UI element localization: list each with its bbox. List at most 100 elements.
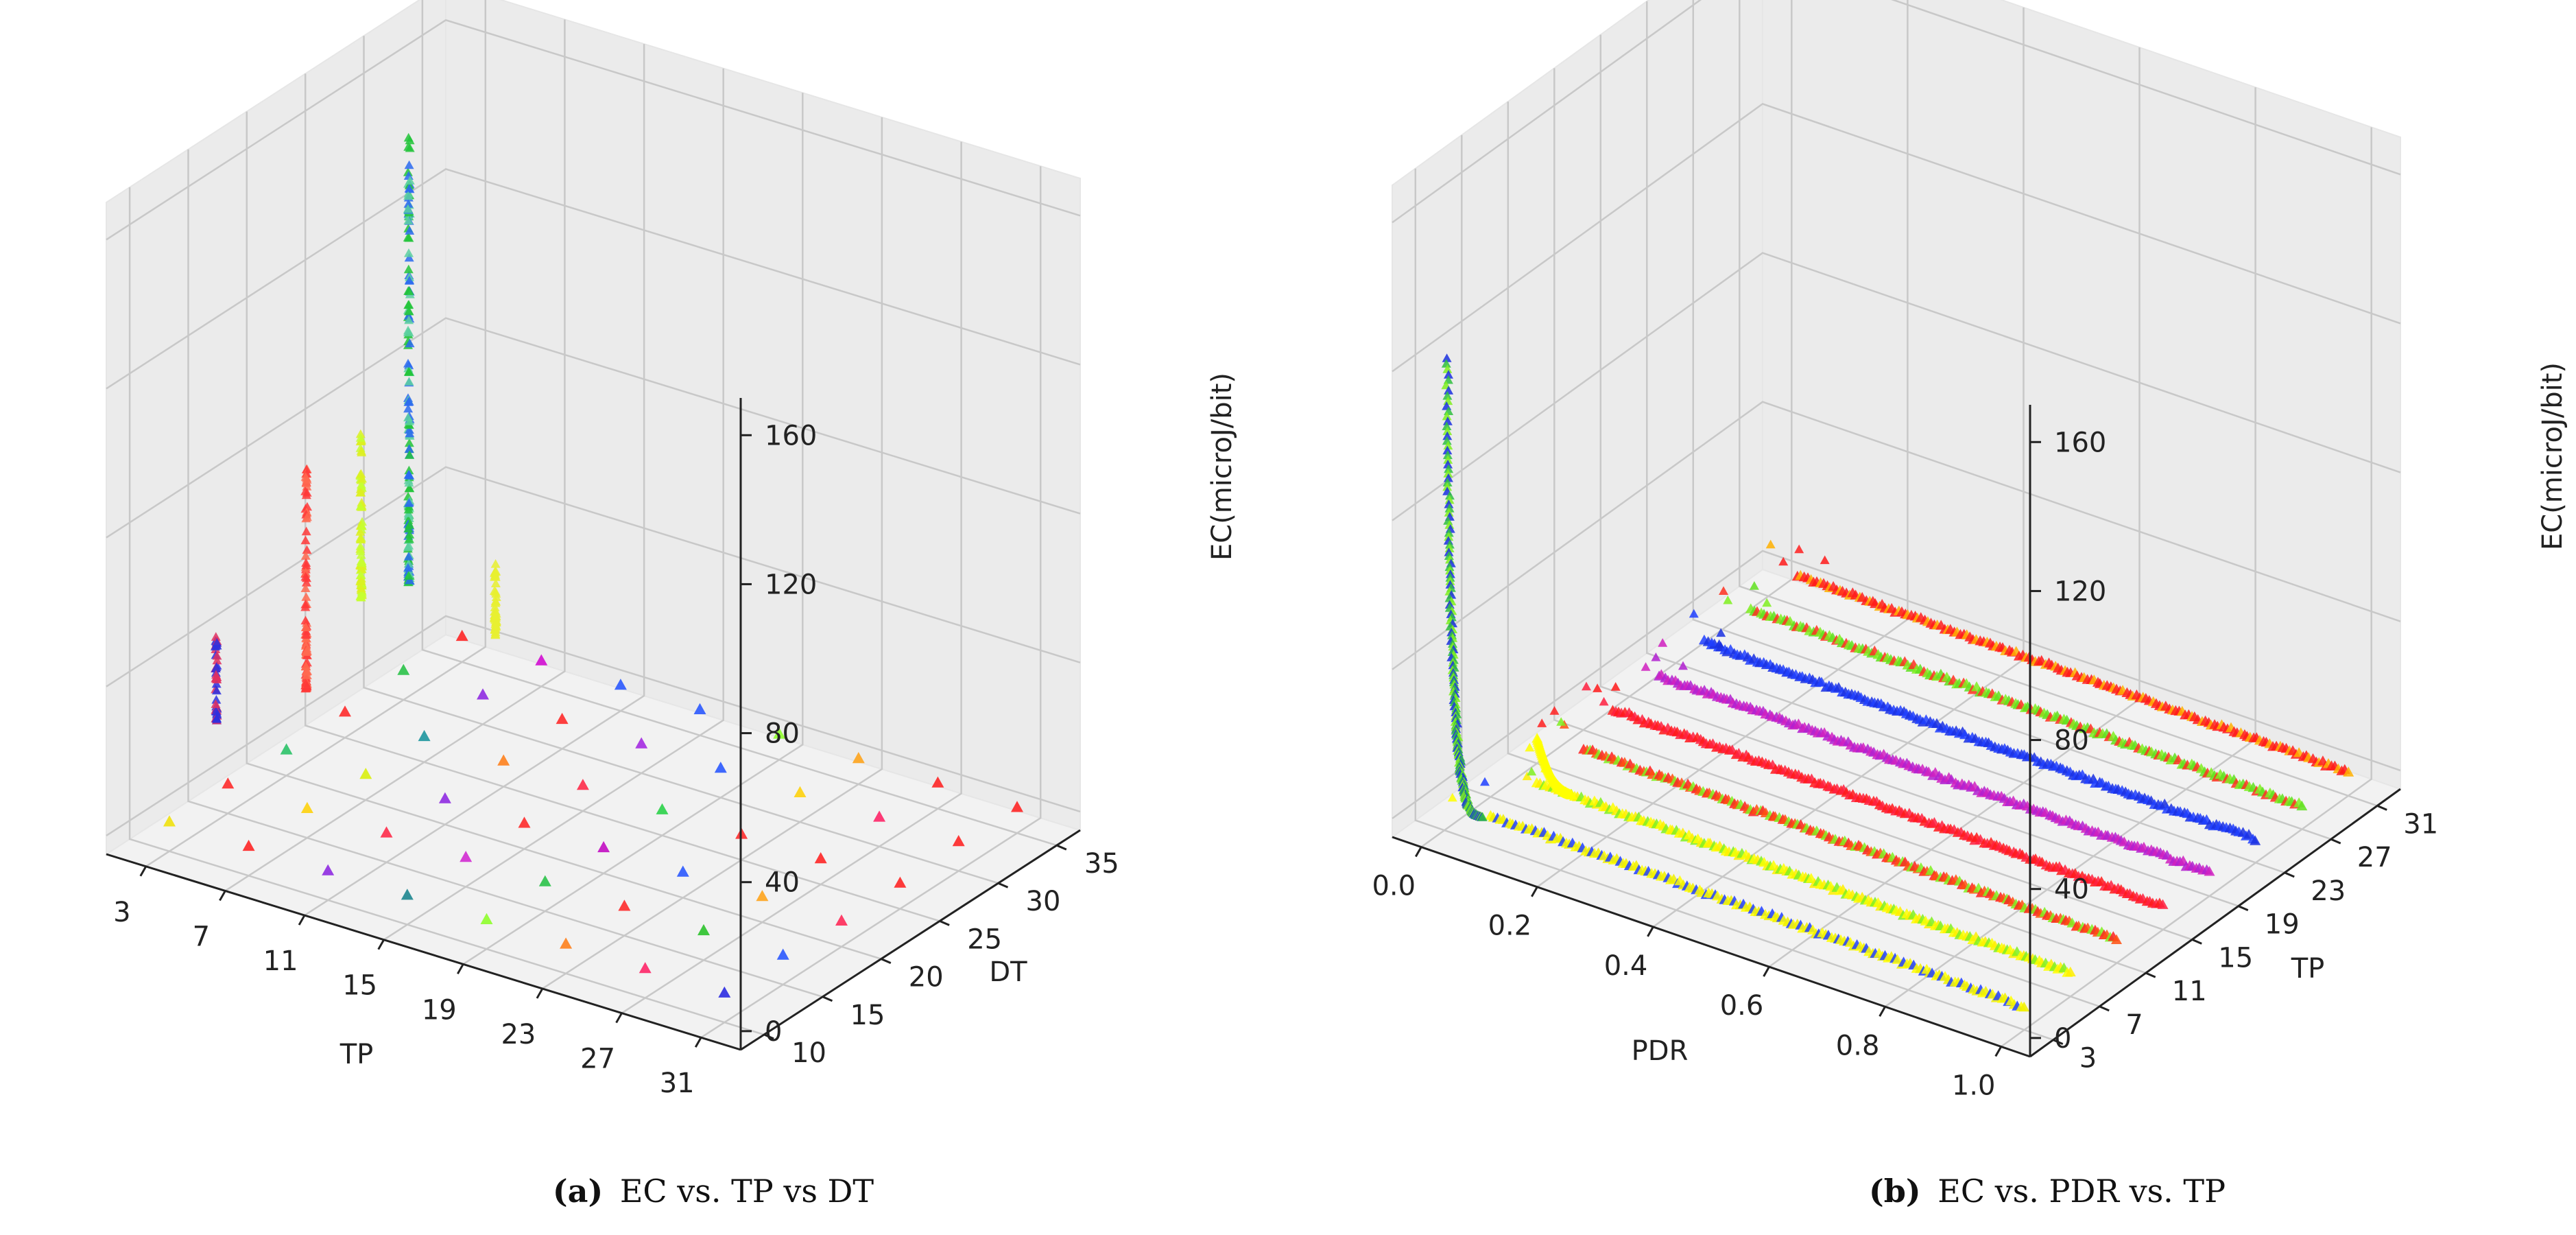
column-point <box>301 558 311 567</box>
scatter-point <box>1706 637 1717 646</box>
column-point <box>405 143 415 152</box>
x-tick-mark <box>219 890 226 902</box>
column-point <box>490 578 501 587</box>
grid-point <box>242 839 255 851</box>
grid-point <box>397 663 410 675</box>
curve-point <box>1443 473 1453 482</box>
curve-point <box>1444 543 1455 552</box>
column-point <box>301 490 311 499</box>
column-point <box>404 276 414 285</box>
column-point <box>405 450 415 459</box>
y-axis-line <box>2029 788 2401 1058</box>
curve-point <box>1442 421 1452 430</box>
scatter-point <box>1762 598 1772 607</box>
column-point <box>405 135 415 145</box>
y-tick-mark <box>997 882 1009 889</box>
scatter-point <box>1549 706 1560 715</box>
column-point <box>404 541 414 550</box>
column-point <box>403 397 414 406</box>
grid-point <box>556 712 569 725</box>
x-tick-label: 27 <box>580 1044 615 1075</box>
x-tick-label: 11 <box>263 945 298 977</box>
y-tick-label: 35 <box>1084 848 1119 880</box>
column-point <box>490 629 501 638</box>
y-tick-mark <box>2238 905 2249 912</box>
scatter-point <box>1765 539 1776 549</box>
column-point <box>302 512 312 521</box>
x-tick-mark <box>139 866 147 877</box>
scatter-point <box>1593 683 1603 692</box>
column-point <box>302 670 312 679</box>
grid-line-z <box>1392 550 2401 819</box>
y-axis-line <box>740 829 1081 1051</box>
y-tick-mark <box>1056 844 1067 851</box>
scatter-point <box>1719 586 1728 595</box>
y-tick-label: 10 <box>791 1037 826 1069</box>
grid-point <box>714 762 727 773</box>
curve-point <box>1444 520 1455 529</box>
curve-point <box>1444 491 1455 500</box>
column-point <box>300 599 311 609</box>
x-tick-label: 0.4 <box>1604 950 1648 982</box>
curve-point <box>1443 460 1453 469</box>
curve-point <box>1441 359 1451 368</box>
y-tick-mark <box>2099 1005 2110 1012</box>
y-tick-mark <box>2145 972 2156 978</box>
curve-point <box>1442 431 1453 440</box>
column-point <box>403 558 414 568</box>
x-tick-mark <box>1414 846 1422 858</box>
grid-line-x <box>621 141 962 1014</box>
y-tick-label: 7 <box>2125 1009 2143 1041</box>
grid-line-z <box>1392 252 2401 521</box>
grid-point <box>773 727 786 739</box>
scatter-point <box>1794 544 1804 554</box>
scatter-point <box>1689 609 1699 618</box>
grid-point <box>418 729 431 742</box>
column-point <box>300 615 311 625</box>
grid-line-x <box>700 166 1042 1039</box>
column-point <box>301 464 311 473</box>
y-tick-mark <box>2284 871 2295 878</box>
column-point <box>490 610 500 620</box>
x-axis-label: TP <box>339 1039 374 1070</box>
grid-line-z <box>1392 0 2401 224</box>
column-point <box>300 551 311 560</box>
column-point <box>404 552 414 561</box>
z-axis-label: EC(microJ/bit) <box>1206 373 1238 561</box>
grid-point <box>656 803 669 814</box>
z-axis-label: EC(microJ/bit) <box>2537 362 2568 550</box>
column-point <box>403 470 414 479</box>
x-tick-label: 1.0 <box>1952 1070 1996 1102</box>
y-tick-label: 31 <box>2403 808 2438 840</box>
y-axis-label: DT <box>989 956 1027 988</box>
curve-point <box>1442 353 1452 362</box>
grid-point <box>693 703 706 714</box>
column-point <box>356 480 366 489</box>
y-tick-label: 3 <box>2079 1043 2097 1074</box>
column-point <box>356 576 366 585</box>
grid-point <box>894 876 907 888</box>
column-point <box>404 315 414 325</box>
y-tick-label: 27 <box>2357 842 2392 873</box>
column-point <box>302 502 312 511</box>
grid-point <box>401 889 414 900</box>
curve-point <box>1444 508 1454 517</box>
column-point <box>301 478 311 487</box>
column-point <box>211 663 221 672</box>
z-tick-label: 120 <box>765 569 817 600</box>
x-tick-label: 3 <box>113 897 130 928</box>
grid-point <box>497 754 510 766</box>
column-point <box>403 199 414 208</box>
grid-point <box>952 835 965 847</box>
curve-point <box>1442 364 1453 373</box>
curve-point <box>1442 482 1453 491</box>
grid-point <box>794 786 807 797</box>
column-point <box>403 191 414 200</box>
column-point <box>212 655 222 665</box>
curve-point <box>1443 455 1453 464</box>
grid-line-x <box>145 0 487 867</box>
curve-point <box>1444 464 1454 473</box>
grid-point <box>222 777 235 789</box>
column-point <box>403 359 413 368</box>
column-point <box>356 534 366 543</box>
